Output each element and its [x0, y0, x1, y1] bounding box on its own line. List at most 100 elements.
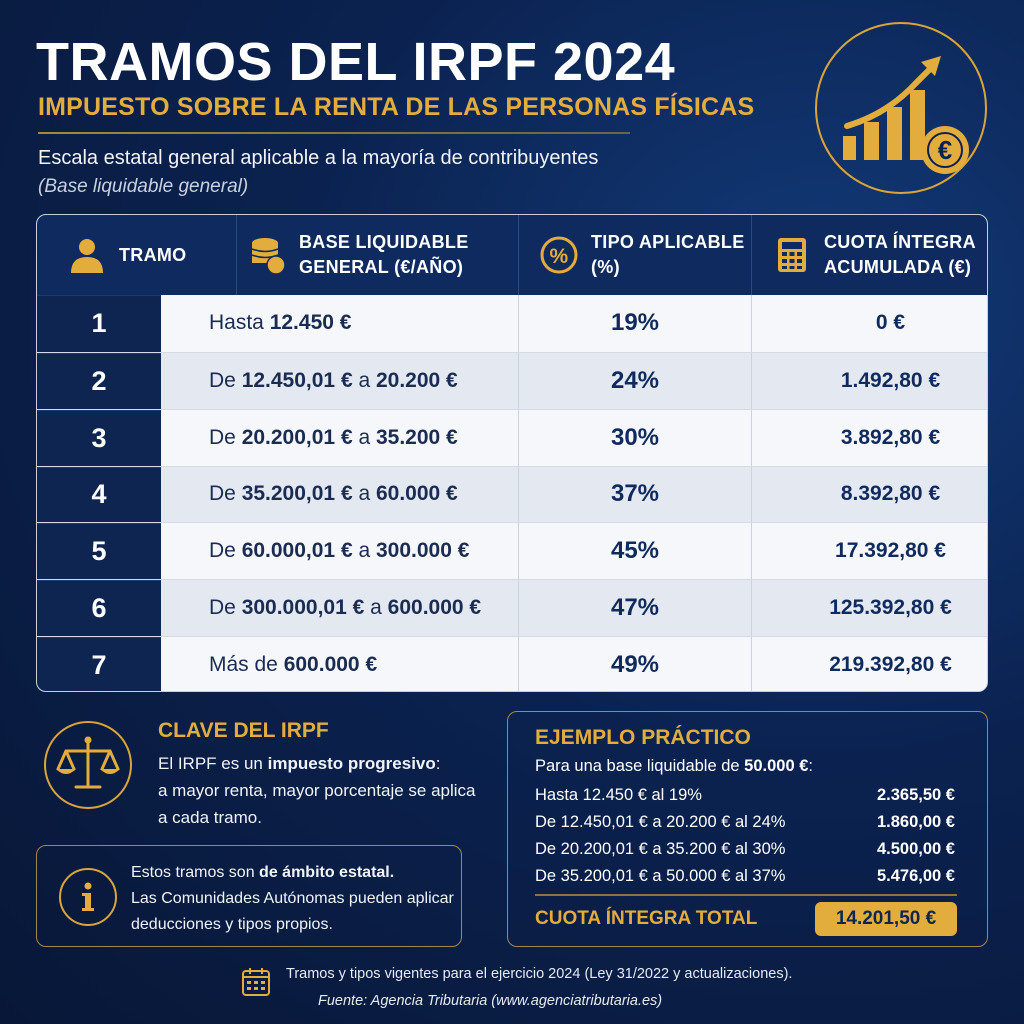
example-title: EJEMPLO PRÁCTICO: [535, 726, 751, 749]
example-row-label: De 20.200,01 € a 35.200 € al 30%: [535, 840, 786, 858]
scales-icon: [44, 721, 132, 809]
range-connector: a: [364, 596, 388, 620]
range-connector: a: [352, 425, 376, 449]
example-intro-post: :: [808, 757, 813, 775]
bracket-rate: 37%: [519, 466, 752, 523]
bracket-rate: 19%: [519, 295, 752, 352]
header-base-line2: GENERAL (€/AÑO): [299, 257, 464, 277]
info-line1-bold: de ámbito estatal.: [259, 864, 395, 881]
header-cuota-line2: ACUMULADA (€): [824, 257, 972, 277]
clave-title: CLAVE DEL IRPF: [158, 719, 329, 742]
calculator-icon: [778, 238, 806, 272]
svg-text:%: %: [550, 245, 569, 268]
header-base: BASE LIQUIDABLE GENERAL (€/AÑO): [237, 215, 519, 295]
bracket-number: 6: [37, 580, 161, 637]
table-row: 5 De 60.000,01 € a 300.000 €45% 17.392,80 …: [37, 522, 987, 580]
example-row-label: De 35.200,01 € a 50.000 € al 37%: [535, 867, 786, 885]
example-row-value: 1.860,00 €: [877, 813, 955, 831]
bracket-rate: 30%: [519, 409, 752, 466]
percent-icon: %: [540, 236, 578, 274]
bracket-rate: 49%: [519, 637, 752, 691]
page-subtitle: IMPUESTO SOBRE LA RENTA DE LAS PERSONAS …: [38, 93, 755, 121]
bracket-number: 5: [37, 523, 161, 580]
header-tipo-line1: TIPO APLICABLE: [591, 232, 745, 252]
example-total-value: 14.201,50 €: [815, 902, 957, 936]
calendar-icon: [242, 968, 270, 996]
example-row-label: Hasta 12.450 € al 19%: [535, 786, 702, 804]
bracket-quota: 219.392,80 €: [829, 652, 952, 676]
range-from: 600.000 €: [283, 652, 378, 676]
example-total-label: CUOTA ÍNTEGRA TOTAL: [535, 908, 758, 929]
example-divider: [535, 894, 957, 896]
header-cuota-line1: CUOTA ÍNTEGRA: [824, 232, 976, 252]
bracket-number: 3: [37, 409, 161, 466]
table-row: 3 De 20.200,01 € a 35.200 €30% 3.892,80 €: [37, 408, 987, 466]
range-to: 20.200 €: [375, 368, 458, 392]
range-prefix: De: [209, 368, 242, 392]
svg-text:€: €: [938, 135, 952, 165]
bracket-rate: 45%: [519, 523, 752, 580]
bracket-number: 1: [37, 295, 161, 352]
table-header: TRAMO BASE LIQUIDABLE GENERAL (€/AÑO) % …: [37, 215, 987, 295]
clave-line1-pre: El IRPF es un: [158, 754, 268, 773]
header-tramo-label: TRAMO: [119, 244, 187, 265]
range-to: 600.000 €: [387, 596, 482, 620]
bracket-range: Hasta 12.450 €: [161, 295, 519, 352]
example-row-value: 4.500,00 €: [877, 840, 955, 858]
table-row: 1 Hasta 12.450 €19% 0 €: [37, 295, 987, 352]
range-from: 35.200,01 €: [241, 482, 353, 506]
range-from: 20.200,01 €: [241, 425, 353, 449]
header-tramo: TRAMO: [37, 215, 237, 295]
range-prefix: Hasta: [209, 311, 270, 335]
clave-line2: a mayor renta, mayor porcentaje se aplic…: [158, 781, 476, 800]
coins-icon: [251, 238, 286, 275]
example-intro-bold: 50.000 €: [744, 757, 809, 775]
person-icon: [71, 239, 103, 273]
range-prefix: De: [209, 596, 242, 620]
header-cuota: CUOTA ÍNTEGRA ACUMULADA (€): [752, 215, 987, 295]
example-intro-pre: Para una base liquidable de: [535, 757, 745, 775]
info-text: Estos tramos son de ámbito estatal. Las …: [131, 860, 456, 938]
clave-text: El IRPF es un impuesto progresivo: a may…: [158, 750, 488, 831]
range-from: 12.450,01 €: [241, 368, 353, 392]
range-to: 300.000 €: [375, 539, 470, 563]
info-line1-pre: Estos tramos son: [131, 864, 260, 881]
range-prefix: De: [209, 539, 242, 563]
info-line2: Las Comunidades Autónomas pueden aplicar: [131, 890, 454, 907]
title-divider: [38, 132, 630, 134]
bracket-number: 7: [37, 637, 161, 691]
bracket-quota: 3.892,80 €: [840, 425, 941, 449]
bracket-quota: 17.392,80 €: [835, 539, 946, 563]
info-line3: deducciones y tipos propios.: [131, 916, 333, 933]
bracket-range: De 20.200,01 € a 35.200 €: [161, 409, 519, 466]
bracket-range: De 12.450,01 € a 20.200 €: [161, 352, 519, 409]
example-row-label: De 12.450,01 € a 20.200 € al 24%: [535, 813, 786, 831]
footer-note: Tramos y tipos vigentes para el ejercici…: [286, 966, 793, 982]
bracket-number: 2: [37, 352, 161, 409]
info-icon: [59, 868, 117, 926]
example-row-value: 2.365,50 €: [877, 786, 955, 804]
page-title: TRAMOS DEL IRPF 2024: [36, 32, 676, 92]
clave-line1-bold: impuesto progresivo: [267, 754, 436, 773]
header-tipo: % TIPO APLICABLE (%): [519, 215, 752, 295]
table-row: 2 De 12.450,01 € a 20.200 €24% 1.492,80 €: [37, 351, 987, 409]
range-prefix: Más de: [209, 652, 284, 676]
range-connector: a: [352, 482, 376, 506]
range-from: 60.000,01 €: [241, 539, 353, 563]
table-body: 1 Hasta 12.450 €19% 0 €2 De 12.450,01 € a 2…: [37, 295, 987, 691]
info-box: Estos tramos son de ámbito estatal. Las …: [36, 845, 462, 947]
table-row: 4 De 35.200,01 € a 60.000 €37% 8.392,80 €: [37, 465, 987, 523]
bracket-range: Más de 600.000 €: [161, 637, 519, 691]
clave-line1-post: :: [435, 754, 441, 773]
bracket-quota: 125.392,80 €: [829, 596, 952, 620]
footer-source: Fuente: Agencia Tributaria (www.agenciat…: [318, 993, 663, 1009]
range-from: 300.000,01 €: [241, 596, 365, 620]
clave-line3: a cada tramo.: [158, 808, 262, 827]
bracket-range: De 300.000,01 € a 600.000 €: [161, 580, 519, 637]
table-row: 7 Más de 600.000 €49% 219.392,80 €: [37, 636, 987, 691]
range-connector: a: [352, 368, 376, 392]
bracket-range: De 60.000,01 € a 300.000 €: [161, 523, 519, 580]
table-row: 6 De 300.000,01 € a 600.000 €47% 125.392,8…: [37, 579, 987, 637]
range-from: 12.450 €: [269, 311, 352, 335]
range-to: 35.200 €: [375, 425, 458, 449]
